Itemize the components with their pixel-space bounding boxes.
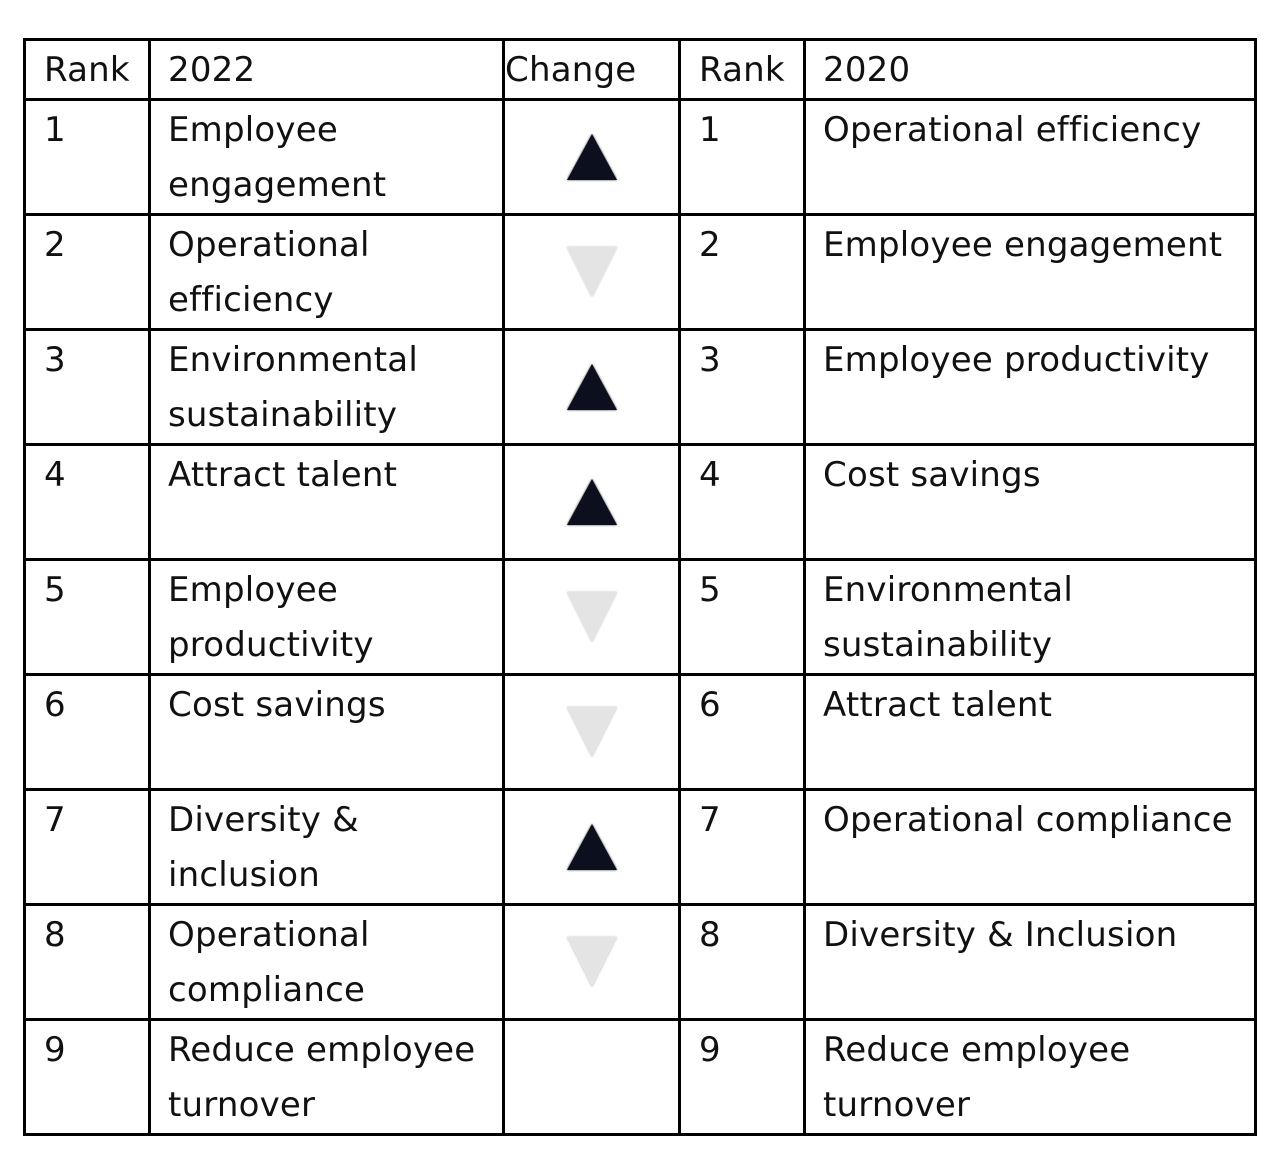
rank-2020-cell: 8 xyxy=(678,903,806,1021)
change-cell xyxy=(502,443,681,561)
triangle-up-icon xyxy=(566,479,617,525)
priority-2020-cell: Cost savings xyxy=(803,443,1257,561)
priority-2022-cell: Diversity & inclusion xyxy=(148,788,505,906)
priority-2020-cell: Employee engagement xyxy=(803,213,1257,331)
change-cell xyxy=(502,213,681,331)
table-row: 5 Employee productivity 5 Environmental sus… xyxy=(23,558,1257,676)
priority-2022-cell: Employee productivity xyxy=(148,558,505,676)
priority-2020-cell: Operational compliance xyxy=(803,788,1257,906)
rank-2022-cell: 1 xyxy=(23,98,151,216)
priority-2022-cell: Operational compliance xyxy=(148,903,505,1021)
rank-2022-cell: 8 xyxy=(23,903,151,1021)
priority-2022-cell: Attract talent xyxy=(148,443,505,561)
triangle-up-icon xyxy=(566,364,617,410)
triangle-up-icon xyxy=(566,824,617,870)
table-row: 1 Employee engagement 1 Operational efficie… xyxy=(23,98,1257,216)
table-row: 9 Reduce employee turnover 9 Reduce employe… xyxy=(23,1018,1257,1136)
rank-2020-cell: 2 xyxy=(678,213,806,331)
change-cell xyxy=(502,98,681,216)
table-row: 6 Cost savings 6 Attract talent xyxy=(23,673,1257,791)
priority-2022-cell: Employee engagement xyxy=(148,98,505,216)
priority-2022-cell: Cost savings xyxy=(148,673,505,791)
rank-2020-cell: 7 xyxy=(678,788,806,906)
triangle-up-icon xyxy=(566,134,617,180)
header-change: Change xyxy=(502,38,681,101)
header-year-2022: 2022 xyxy=(148,38,505,101)
header-row: Rank 2022 Change Rank 2020 xyxy=(23,38,1257,101)
table-row: 2 Operational efficiency 2 Employee engagem… xyxy=(23,213,1257,331)
change-cell xyxy=(502,788,681,906)
priority-2020-cell: Attract talent xyxy=(803,673,1257,791)
table-row: 7 Diversity & inclusion 7 Operational compl… xyxy=(23,788,1257,906)
priority-2022-cell: Environmental sustainability xyxy=(148,328,505,446)
header-rank-2022: Rank xyxy=(23,38,151,101)
priority-2020-cell: Operational efficiency xyxy=(803,98,1257,216)
priority-2020-cell: Reduce employee turnover xyxy=(803,1018,1257,1136)
priority-2020-cell: Environmental sustainability xyxy=(803,558,1257,676)
rank-2022-cell: 6 xyxy=(23,673,151,791)
change-cell xyxy=(502,1018,681,1136)
priority-2022-cell: Reduce employee turnover xyxy=(148,1018,505,1136)
table-row: 8 Operational compliance 8 Diversity & Incl… xyxy=(23,903,1257,1021)
rank-2022-cell: 9 xyxy=(23,1018,151,1136)
rank-2022-cell: 7 xyxy=(23,788,151,906)
rank-2020-cell: 6 xyxy=(678,673,806,791)
triangle-down-icon xyxy=(566,592,617,642)
change-cell xyxy=(502,673,681,791)
header-year-2020: 2020 xyxy=(803,38,1257,101)
triangle-down-icon xyxy=(566,247,617,297)
table-row: 3 Environmental sustainability 3 Employee p… xyxy=(23,328,1257,446)
change-cell xyxy=(502,558,681,676)
rank-2020-cell: 5 xyxy=(678,558,806,676)
ranking-table: Rank 2022 Change Rank 2020 1 Employee eng… xyxy=(23,38,1257,1136)
rank-2020-cell: 9 xyxy=(678,1018,806,1136)
rank-2020-cell: 1 xyxy=(678,98,806,216)
change-cell xyxy=(502,328,681,446)
header-rank-2020: Rank xyxy=(678,38,806,101)
triangle-down-icon xyxy=(566,937,617,987)
priority-2020-cell: Employee productivity xyxy=(803,328,1257,446)
priority-2020-cell: Diversity & Inclusion xyxy=(803,903,1257,1021)
change-cell xyxy=(502,903,681,1021)
rank-2022-cell: 2 xyxy=(23,213,151,331)
priority-2022-cell: Operational efficiency xyxy=(148,213,505,331)
table-body: 1 Employee engagement 1 Operational efficie… xyxy=(23,98,1257,1136)
rank-2022-cell: 4 xyxy=(23,443,151,561)
rank-2020-cell: 3 xyxy=(678,328,806,446)
rank-2020-cell: 4 xyxy=(678,443,806,561)
triangle-down-icon xyxy=(566,707,617,757)
table-row: 4 Attract talent 4 Cost savings xyxy=(23,443,1257,561)
rank-2022-cell: 3 xyxy=(23,328,151,446)
rank-2022-cell: 5 xyxy=(23,558,151,676)
